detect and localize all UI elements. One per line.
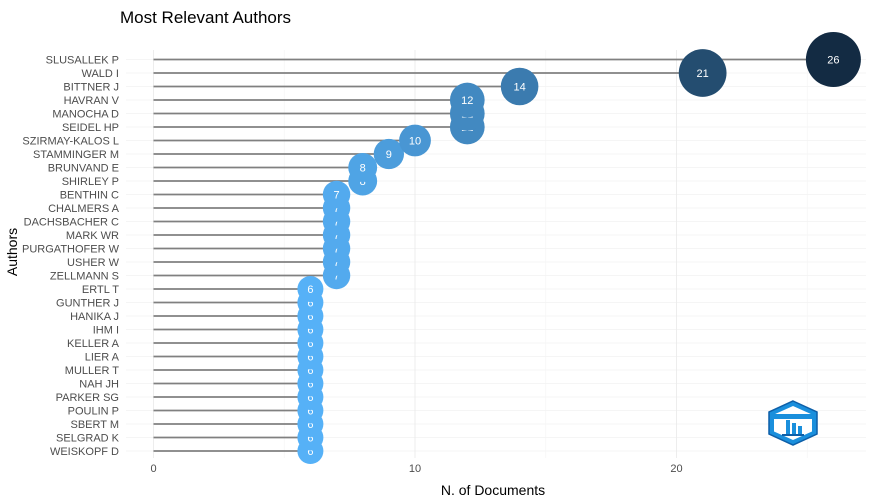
y-tick-label: CHALMERS A xyxy=(48,203,120,215)
y-tick-label: WEISKOPF D xyxy=(50,446,119,458)
point-brunvand-e xyxy=(348,153,378,182)
x-tick-label: 20 xyxy=(670,463,682,475)
y-tick-label: SBERT M xyxy=(71,419,120,431)
data-label-selgrad-k: 6 xyxy=(307,433,313,445)
y-tick-label: LIER A xyxy=(85,352,120,364)
x-tick-label: 0 xyxy=(150,463,156,475)
data-label-gunther-j: 6 xyxy=(307,298,313,310)
data-label-szirmay-kalos-l: 10 xyxy=(409,136,421,148)
data-label-keller-a: 6 xyxy=(307,338,313,350)
data-label-muller-t: 6 xyxy=(307,365,313,377)
y-tick-label: BENTHIN C xyxy=(60,190,119,202)
data-label-lier-a: 6 xyxy=(307,352,313,364)
data-label-bittner-j: 14 xyxy=(513,82,525,94)
y-tick-label: KELLER A xyxy=(67,338,120,350)
y-tick-label: WALD I xyxy=(82,68,120,80)
data-label-nah-jh: 6 xyxy=(307,379,313,391)
y-tick-label: USHER W xyxy=(67,257,120,269)
point-bittner-j xyxy=(500,67,539,106)
data-label-hanika-j: 6 xyxy=(307,311,313,323)
x-tick-labels: 0 10 20 xyxy=(150,463,682,475)
point-benthin-c xyxy=(322,180,351,209)
x-axis-title: N. of Documents xyxy=(441,482,545,498)
points: 6666666666666777777788910121212142126 xyxy=(297,32,861,464)
data-label-brunvand-e: 8 xyxy=(360,163,366,175)
point-szirmay-kalos-l xyxy=(399,124,431,157)
y-tick-label: BITTNER J xyxy=(63,82,119,94)
x-tick-label: 10 xyxy=(409,463,421,475)
y-tick-label: SHIRLEY P xyxy=(62,176,119,188)
stems xyxy=(153,58,834,452)
y-tick-label: SEIDEL HP xyxy=(62,122,119,134)
y-tick-label: MULLER T xyxy=(65,365,119,377)
data-label-chalmers-a: 7 xyxy=(333,203,339,215)
y-tick-label: ERTL T xyxy=(82,284,119,296)
data-label-havran-v: 12 xyxy=(461,95,473,107)
data-label-parker-sg: 6 xyxy=(307,392,313,404)
y-tick-label: BRUNVAND E xyxy=(48,163,119,175)
y-tick-label: SELGRAD K xyxy=(56,433,120,445)
y-tick-label: MANOCHA D xyxy=(52,109,119,121)
y-tick-label: PARKER SG xyxy=(56,392,119,404)
data-label-dachsbacher-c: 7 xyxy=(333,217,339,229)
data-label-poulin-p: 6 xyxy=(307,406,313,418)
data-label-purgathofer-w: 7 xyxy=(333,244,339,256)
point-wald-i xyxy=(678,49,727,97)
y-tick-label: IHM I xyxy=(93,325,119,337)
bibliometrix-logo xyxy=(768,400,818,446)
data-label-mark-wr: 7 xyxy=(333,230,339,242)
y-tick-label: SZIRMAY-KALOS L xyxy=(22,136,119,148)
chart-title: Most Relevant Authors xyxy=(120,8,291,27)
y-tick-label: SLUSALLEK P xyxy=(46,55,119,67)
data-label-weiskopf-d: 6 xyxy=(307,446,313,458)
data-label-sbert-m: 6 xyxy=(307,419,313,431)
data-label-stamminger-m: 9 xyxy=(386,149,392,161)
y-tick-label: PURGATHOFER W xyxy=(22,244,120,256)
y-tick-label: ZELLMANN S xyxy=(50,271,119,283)
y-tick-label: MARK WR xyxy=(66,230,119,242)
point-havran-v xyxy=(449,82,485,118)
data-label-zellmann-s: 7 xyxy=(333,271,339,283)
point-stamminger-m xyxy=(373,138,405,170)
y-tick-label: GUNTHER J xyxy=(56,298,119,310)
data-label-slusallek-p: 26 xyxy=(827,55,839,67)
data-label-wald-i: 21 xyxy=(697,68,709,80)
y-tick-label: NAH JH xyxy=(79,379,119,391)
point-slusallek-p xyxy=(805,32,861,87)
y-tick-label: STAMMINGER M xyxy=(33,149,119,161)
point-ertl-t xyxy=(297,276,324,302)
y-axis-title: Authors xyxy=(4,228,20,276)
data-label-shirley-p: 8 xyxy=(360,176,366,188)
y-tick-label: HAVRAN V xyxy=(64,95,120,107)
data-label-benthin-c: 7 xyxy=(333,190,339,202)
y-tick-label: POULIN P xyxy=(68,406,119,418)
y-tick-label: HANIKA J xyxy=(70,311,119,323)
data-label-usher-w: 7 xyxy=(333,257,339,269)
y-tick-label: DACHSBACHER C xyxy=(24,217,119,229)
data-label-ihm-i: 6 xyxy=(307,325,313,337)
data-label-ertl-t: 6 xyxy=(307,284,313,296)
